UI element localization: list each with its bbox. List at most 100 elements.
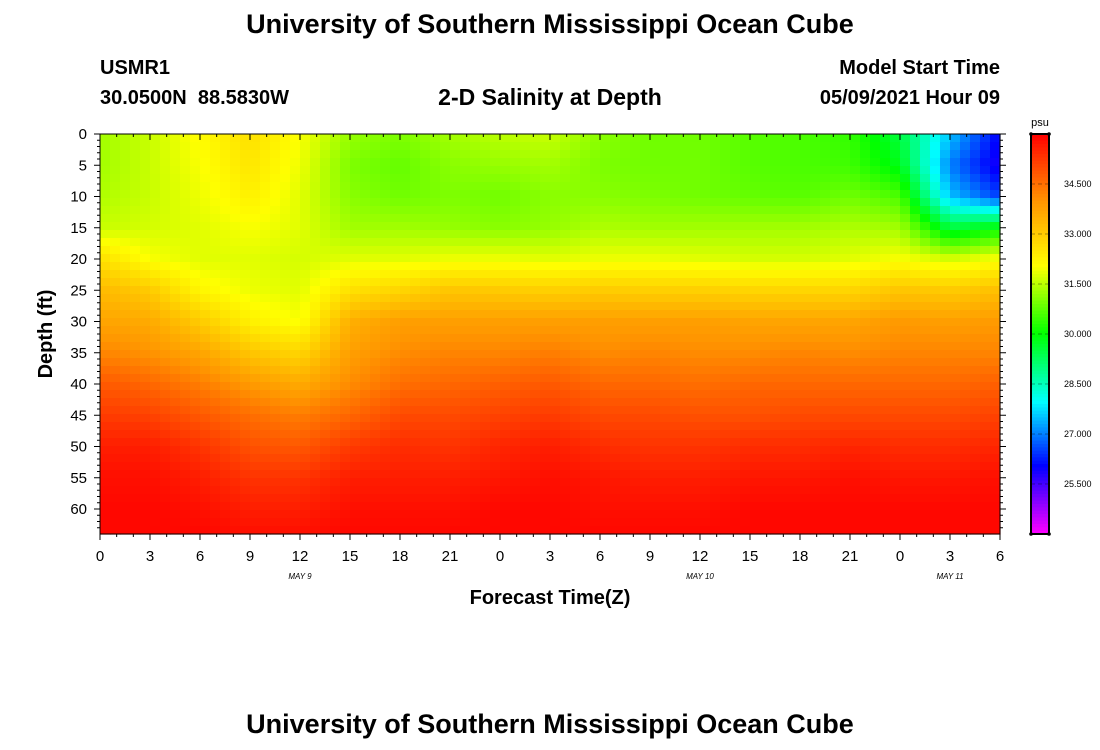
heatmap-cell [400, 374, 411, 383]
heatmap-cell [410, 430, 421, 439]
heatmap-cell [440, 318, 451, 327]
heatmap-cell [340, 430, 351, 439]
heatmap-cell [410, 390, 421, 399]
heatmap-cell [680, 374, 691, 383]
heatmap-cell [220, 326, 231, 335]
heatmap-cell [790, 278, 801, 287]
heatmap-cell [650, 398, 661, 407]
heatmap-cell [590, 190, 601, 199]
heatmap-cell [610, 310, 621, 319]
heatmap-cell [380, 462, 391, 471]
heatmap-cell [750, 350, 761, 359]
heatmap-cell [680, 310, 691, 319]
heatmap-cell [120, 422, 131, 431]
heatmap-cell [250, 198, 261, 207]
heatmap-cell [450, 270, 461, 279]
heatmap-cell [100, 470, 111, 479]
heatmap-cell [850, 438, 861, 447]
heatmap-cell [130, 486, 141, 495]
heatmap-cell [360, 310, 371, 319]
heatmap-cell [190, 318, 201, 327]
heatmap-cell [550, 174, 561, 183]
heatmap-cell [880, 254, 891, 263]
heatmap-cell [980, 454, 991, 463]
y-tick-label: 55 [70, 470, 87, 487]
heatmap-cell [290, 390, 301, 399]
heatmap-cell [520, 382, 531, 391]
heatmap-cell [650, 206, 661, 215]
heatmap-cell [490, 286, 501, 295]
heatmap-cell [160, 262, 171, 271]
heatmap-cell [630, 342, 641, 351]
heatmap-cell [700, 294, 711, 303]
heatmap-cell [620, 142, 631, 151]
heatmap-cell [560, 334, 571, 343]
heatmap-cell [240, 230, 251, 239]
heatmap-cell [190, 446, 201, 455]
heatmap-cell [780, 262, 791, 271]
heatmap-cell [770, 486, 781, 495]
heatmap-cell [930, 406, 941, 415]
heatmap-cell [620, 206, 631, 215]
heatmap-cell [630, 310, 641, 319]
heatmap-cell [920, 422, 931, 431]
heatmap-cell [790, 270, 801, 279]
heatmap-cell [320, 182, 331, 191]
heatmap-cell [760, 486, 771, 495]
heatmap-cell [770, 478, 781, 487]
heatmap-cell [960, 342, 971, 351]
heatmap-cell [740, 230, 751, 239]
heatmap-cell [480, 190, 491, 199]
heatmap-cell [780, 470, 791, 479]
heatmap-cell [920, 150, 931, 159]
heatmap-cell [290, 326, 301, 335]
heatmap-cell [460, 478, 471, 487]
heatmap-cell [570, 486, 581, 495]
heatmap-cell [230, 142, 241, 151]
heatmap-cell [830, 398, 841, 407]
heatmap-cell [590, 422, 601, 431]
heatmap-cell [650, 422, 661, 431]
heatmap-cell [800, 198, 811, 207]
heatmap-cell [690, 502, 701, 511]
heatmap-cell [610, 190, 621, 199]
heatmap-cell [280, 286, 291, 295]
heatmap-cell [210, 502, 221, 511]
heatmap-cell [350, 262, 361, 271]
heatmap-cell [670, 190, 681, 199]
heatmap-cell [780, 254, 791, 263]
heatmap-cell [500, 166, 511, 175]
heatmap-cell [810, 438, 821, 447]
heatmap-cell [970, 278, 981, 287]
heatmap-cell [900, 286, 911, 295]
heatmap-cell [150, 462, 161, 471]
heatmap-cell [710, 302, 721, 311]
heatmap-cell [400, 438, 411, 447]
heatmap-cell [570, 390, 581, 399]
heatmap-cell [930, 414, 941, 423]
heatmap-cell [750, 278, 761, 287]
heatmap-cell [430, 134, 441, 143]
heatmap-cell [750, 462, 761, 471]
heatmap-cell [310, 326, 321, 335]
heatmap-cell [710, 230, 721, 239]
heatmap-cell [680, 422, 691, 431]
heatmap-cell [550, 374, 561, 383]
heatmap-cell [420, 502, 431, 511]
heatmap-cell [870, 342, 881, 351]
heatmap-cell [610, 462, 621, 471]
heatmap-cell [880, 510, 891, 519]
page-title-top: University of Southern Mississippi Ocean… [246, 9, 854, 39]
heatmap-cell [340, 270, 351, 279]
heatmap-cell [260, 142, 271, 151]
heatmap-cell [460, 422, 471, 431]
heatmap-cell [560, 422, 571, 431]
heatmap-cell [890, 382, 901, 391]
heatmap-cell [460, 374, 471, 383]
heatmap-cell [950, 486, 961, 495]
heatmap-cell [940, 198, 951, 207]
heatmap-cell [470, 398, 481, 407]
heatmap-cell [380, 478, 391, 487]
heatmap-cell [330, 526, 341, 535]
heatmap-cell [220, 262, 231, 271]
